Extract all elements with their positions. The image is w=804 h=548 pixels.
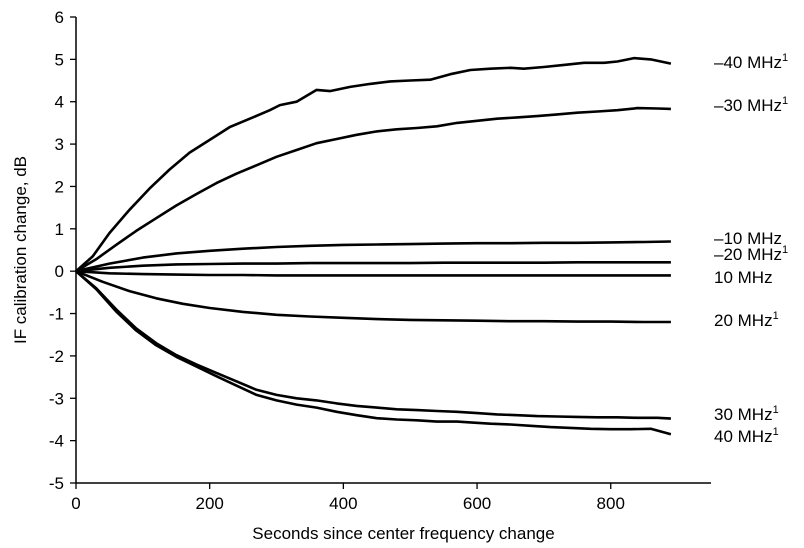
series-line — [75, 270, 671, 420]
series-label-name: 10 MHz — [714, 268, 773, 287]
series-label-name: –10 MHz — [714, 229, 782, 248]
series-label-footnote: 1 — [782, 244, 788, 256]
series-line — [75, 56, 672, 273]
x-axis-label: Seconds since center frequency change — [252, 524, 554, 543]
series-line — [75, 270, 672, 436]
series-label: 20 MHz1 — [714, 310, 779, 330]
y-tick-label: 3 — [55, 135, 64, 154]
y-tick-label: -3 — [49, 389, 64, 408]
series-label-footnote: 1 — [773, 310, 779, 322]
series-label-footnote: 1 — [773, 426, 779, 438]
series-label-footnote: 1 — [773, 404, 779, 416]
series-line — [75, 261, 671, 273]
series-label-footnote: 1 — [782, 95, 788, 107]
axes — [75, 17, 711, 484]
series-line — [75, 269, 671, 277]
y-tick-label: 4 — [55, 93, 64, 112]
series-label-name: –20 MHz — [714, 245, 782, 264]
y-tick-label: -4 — [49, 432, 64, 451]
series-label: –40 MHz1 — [714, 52, 788, 72]
series-label-footnote: 1 — [782, 52, 788, 64]
series-label: –10 MHz — [714, 229, 782, 248]
series-label: 10 MHz — [714, 268, 773, 287]
series-label-name: 40 MHz — [714, 427, 773, 446]
y-tick-label: 5 — [55, 50, 64, 69]
series-layer — [75, 56, 672, 436]
series-label-name: –40 MHz — [714, 53, 782, 72]
series-label-name: –30 MHz — [714, 96, 782, 115]
y-axis-label: IF calibration change, dB — [11, 156, 30, 344]
y-tick-label: 0 — [55, 262, 64, 281]
series-label: 30 MHz1 — [714, 404, 779, 424]
y-tick-label: -2 — [49, 347, 64, 366]
series-label: –20 MHz1 — [714, 244, 788, 264]
series-line — [75, 269, 671, 324]
y-tick-label: 6 — [55, 8, 64, 27]
y-tick-label: 2 — [55, 177, 64, 196]
series-line — [75, 106, 671, 273]
series-label-name: 20 MHz — [714, 311, 773, 330]
series-label: –30 MHz1 — [714, 95, 788, 115]
x-tick-label: 400 — [329, 494, 357, 513]
series-line — [75, 240, 671, 273]
x-tick-label: 600 — [463, 494, 491, 513]
y-tick-label: -5 — [49, 474, 64, 493]
y-tick-label: -1 — [49, 305, 64, 324]
ticks: 6 5 4 3 2 1 0 -1 -2 -3 -4 -5 0 200 400 600 800 — [49, 8, 625, 513]
x-tick-label: 200 — [195, 494, 223, 513]
series-label: 40 MHz1 — [714, 426, 779, 446]
series-label-name: 30 MHz — [714, 405, 773, 424]
x-tick-label: 0 — [71, 494, 80, 513]
y-tick-label: 1 — [55, 220, 64, 239]
x-tick-label: 800 — [597, 494, 625, 513]
